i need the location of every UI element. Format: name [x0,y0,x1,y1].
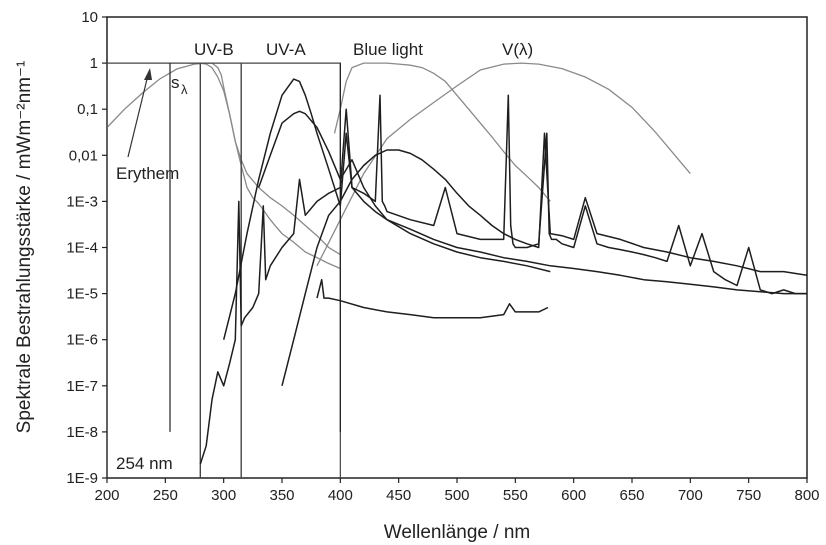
reference-curve-blue-light [333,62,551,202]
y-tick-label: 1 [90,55,98,72]
x-tick-label: 800 [794,487,819,504]
annotation-254-nm: 254 nm [116,454,173,473]
annotation-blue-light: Blue light [353,40,423,59]
y-tick-label: 1E-9 [66,470,98,487]
y-tick-label: 1E-4 [66,240,98,257]
series-broad-uva [257,110,551,273]
x-tick-label: 700 [678,487,703,504]
x-tick-label: 650 [619,487,644,504]
annotation-s: s [171,73,180,92]
data-series [199,78,808,465]
x-tick-label: 750 [736,487,761,504]
x-tick-label: 300 [211,487,236,504]
annotation-uva: UV-A [266,40,306,59]
y-tick-label: 0,1 [77,101,98,118]
band-boxes [106,62,341,478]
y-tick-label: 1E-8 [66,424,98,441]
y-axis-title: Spektrale Bestrahlungsstärke / mWm⁻²nm⁻¹ [14,61,35,434]
series-mercury-lamp [199,94,807,465]
y-axis-ticks: 1E-9 1E-8 1E-7 1E-6 1E-5 1E-4 1E-3 0,01 0,1 1 10 [66,9,107,487]
x-axis-title: Wellenlänge / nm [384,522,530,543]
y-tick-label: 0,01 [69,147,98,164]
y-tick-label: 1E-3 [66,193,98,210]
band-box-s-box [106,62,201,478]
x-tick-label: 400 [328,487,353,504]
y-tick-label: 1E-7 [66,378,98,395]
reference-curve-v-lambda [316,62,691,267]
x-tick-label: 500 [444,487,469,504]
annotation-v-lambda: V(λ) [502,40,533,59]
annotation-erythem: Erythem [116,164,179,183]
x-tick-label: 350 [269,487,294,504]
series-blue-led [281,132,808,386]
reference-curves [106,62,691,270]
x-tick-label: 200 [94,487,119,504]
series-uva-peak [222,78,807,340]
x-axis-ticks: 200 250 300 350 400 450 500 550 600 650 700 750 800 [94,478,820,504]
x-tick-label: 550 [503,487,528,504]
x-tick-label: 250 [153,487,178,504]
erythem-arrow-shaft [127,74,149,158]
annotation-uvb: UV-B [194,40,234,59]
band-box-uva-box [240,62,341,478]
y-tick-label: 1E-6 [66,332,98,349]
erythem-arrow-head [144,68,152,80]
x-tick-label: 450 [386,487,411,504]
reference-curve-erythem [106,62,341,270]
band-box-uvb-box [199,62,242,478]
y-tick-label: 10 [81,9,98,26]
y-tick-label: 1E-5 [66,286,98,303]
x-tick-label: 600 [561,487,586,504]
series-tail-low [316,278,549,319]
annotation-s-subscript: λ [181,82,188,97]
